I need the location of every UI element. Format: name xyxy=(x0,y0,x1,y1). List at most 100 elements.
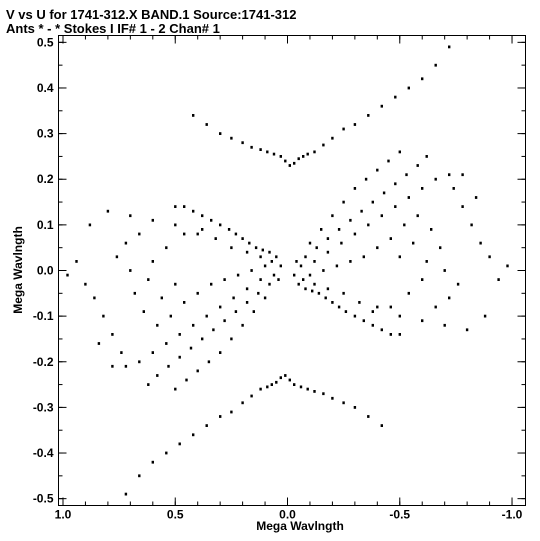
uv-point xyxy=(223,319,226,323)
uv-point xyxy=(376,305,379,309)
uv-point xyxy=(88,223,92,227)
uv-point xyxy=(367,114,370,117)
uv-point xyxy=(219,132,222,135)
uv-point xyxy=(84,282,87,286)
uv-point xyxy=(394,205,397,208)
uv-point xyxy=(279,376,282,380)
uv-point xyxy=(174,223,177,227)
uv-point xyxy=(266,150,269,154)
uv-point xyxy=(263,264,267,268)
uv-point xyxy=(367,415,370,418)
uv-point xyxy=(380,104,383,108)
uv-point xyxy=(313,390,316,393)
uv-point xyxy=(331,136,334,140)
uv-point xyxy=(448,296,451,300)
uv-point xyxy=(167,364,170,368)
uv-point xyxy=(448,173,451,177)
uv-point xyxy=(456,282,460,286)
uv-point xyxy=(342,401,345,405)
uv-point xyxy=(259,148,262,151)
uv-point xyxy=(165,451,168,455)
uv-point xyxy=(362,319,365,323)
uv-point xyxy=(371,200,374,204)
uv-point xyxy=(189,346,193,350)
uv-point xyxy=(178,333,181,336)
uv-point xyxy=(160,296,163,300)
uv-point xyxy=(302,278,305,281)
uv-point xyxy=(389,237,392,240)
uv-point xyxy=(219,415,222,418)
uv-point xyxy=(212,328,215,332)
uv-point xyxy=(236,273,240,277)
uv-point xyxy=(250,269,253,272)
uv-point xyxy=(124,492,128,496)
uv-point xyxy=(133,291,136,295)
uv-point xyxy=(196,369,199,373)
uv-point xyxy=(313,282,316,286)
uv-point xyxy=(232,296,235,300)
uv-point xyxy=(241,237,244,240)
uv-point xyxy=(308,273,312,277)
uv-point xyxy=(470,223,473,227)
uv-point xyxy=(425,260,428,263)
uv-point xyxy=(169,314,172,318)
uv-point xyxy=(474,196,478,199)
uv-point xyxy=(353,187,357,190)
uv-point xyxy=(201,214,204,218)
uv-point xyxy=(394,182,397,186)
uv-point xyxy=(306,152,309,156)
uv-point xyxy=(192,114,195,117)
uv-point xyxy=(322,269,325,272)
x-tick-label: 0.5 xyxy=(167,508,184,522)
y-tick-label: -0.1 xyxy=(33,309,54,323)
uv-point xyxy=(488,255,491,259)
uv-point xyxy=(183,205,186,208)
uv-point xyxy=(230,337,233,341)
uv-point xyxy=(205,123,208,126)
y-tick-label: 0.2 xyxy=(37,172,54,186)
uv-point xyxy=(75,260,78,263)
uv-point xyxy=(201,228,204,231)
uv-point xyxy=(324,296,327,300)
uv-point xyxy=(443,269,446,272)
uv-point xyxy=(297,282,300,286)
uv-point xyxy=(178,355,181,359)
uv-point xyxy=(214,237,217,240)
uv-point xyxy=(461,205,464,208)
uv-point xyxy=(272,273,276,277)
uv-point xyxy=(129,214,132,218)
uv-point xyxy=(506,264,509,268)
uv-point xyxy=(230,246,233,250)
uv-point xyxy=(183,301,186,304)
uv-point xyxy=(254,246,258,250)
uv-point xyxy=(151,351,154,354)
uv-point xyxy=(380,328,383,332)
uv-point xyxy=(250,394,253,398)
uv-point xyxy=(252,310,255,313)
uv-point xyxy=(306,387,309,391)
uv-point xyxy=(230,136,233,140)
uv-point xyxy=(353,314,357,318)
y-tick-label: -0.3 xyxy=(33,400,54,414)
chart-subtitle: Ants * - * Stokes I IF# 1 - 2 Chan# 1 xyxy=(6,21,220,36)
uv-point xyxy=(407,86,410,90)
uv-point xyxy=(421,187,424,190)
uv-point xyxy=(403,223,406,227)
uv-point xyxy=(452,187,455,190)
uv-point xyxy=(250,145,253,149)
x-tick-label: -1.0 xyxy=(502,508,523,522)
uv-point xyxy=(138,232,141,236)
uv-point xyxy=(106,209,110,213)
uv-point xyxy=(259,255,262,259)
uv-point xyxy=(331,396,334,400)
y-tick-label: 0.1 xyxy=(37,218,54,232)
uv-point xyxy=(196,291,199,295)
uv-point xyxy=(201,337,204,341)
uv-point xyxy=(398,255,401,259)
uv-point xyxy=(421,77,424,81)
uv-point xyxy=(425,155,428,158)
uv-point xyxy=(434,305,437,309)
uv-point xyxy=(331,214,334,218)
uv-point xyxy=(174,387,177,391)
uv-point xyxy=(124,364,128,368)
